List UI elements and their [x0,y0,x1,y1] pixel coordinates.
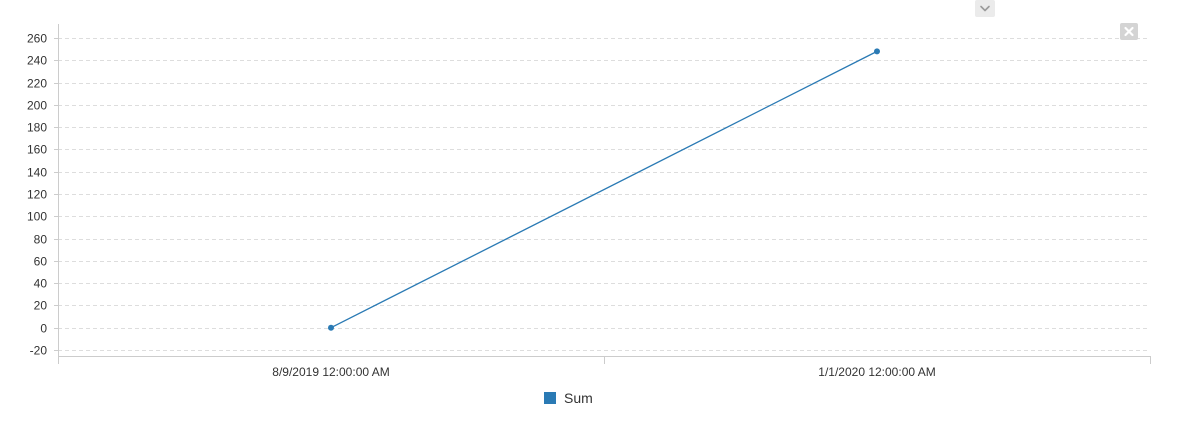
x-tick-label: 1/1/2020 12:00:00 AM [818,365,935,379]
series-line-sum [330,50,878,329]
y-tick-label: 200 [27,99,47,113]
chevron-down-icon [980,5,990,12]
y-axis-tick-labels: -20 0 20 40 60 80 100 120 140 160 180 200 220 240 260 [27,32,47,358]
x-axis-tick-labels: 8/9/2019 12:00:00 AM 1/1/2020 12:00:00 AM [272,365,935,379]
legend-label[interactable]: Sum [564,390,593,406]
series-layer [328,48,880,331]
y-tick-label: 120 [27,188,47,202]
y-tick-label: 160 [27,143,47,157]
x-tick-label: 8/9/2019 12:00:00 AM [272,365,389,379]
y-tick-label: 180 [27,121,47,135]
y-tick-label: 40 [34,277,48,291]
close-icon [1124,26,1134,37]
y-tick-label: 60 [34,255,48,269]
data-point[interactable] [328,324,334,331]
y-tick-label: 0 [40,322,47,336]
collapse-button[interactable] [975,0,995,17]
y-tick-label: 240 [27,54,47,68]
close-button[interactable] [1120,23,1138,40]
axes [54,24,1151,364]
legend-swatch[interactable] [544,392,556,404]
y-tick-label: -20 [30,344,48,358]
y-tick-label: 80 [34,233,48,247]
grid-lines [58,38,1150,351]
legend[interactable]: Sum [544,390,593,406]
y-tick-label: 140 [27,166,47,180]
y-tick-label: 260 [27,32,47,46]
y-tick-label: 220 [27,77,47,91]
y-tick-label: 20 [34,299,48,313]
data-point[interactable] [874,48,880,55]
y-tick-label: 100 [27,210,47,224]
